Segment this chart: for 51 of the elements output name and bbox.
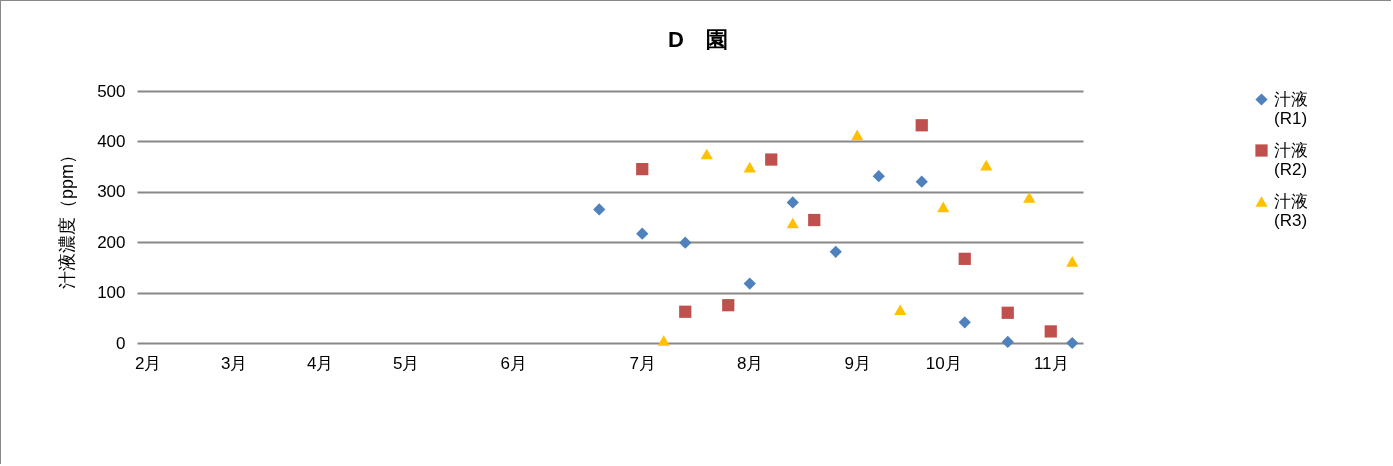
point [722,299,735,312]
point [657,335,670,346]
y-axis-title: 汁液濃度（ppm） [57,145,78,290]
point [829,245,842,258]
point [679,305,692,318]
x-tick-label: 6月 [500,353,527,373]
point [786,217,799,229]
point [765,153,778,166]
point [915,175,928,188]
y-tick-label: 500 [97,81,126,101]
point [1066,336,1079,350]
x-tick-label: 11月 [1033,353,1069,373]
point [958,252,971,265]
point [980,159,993,171]
y-tick-label: 300 [97,182,126,202]
point [937,201,950,213]
point [743,277,756,290]
legend-label: 汁液 (R1) [1274,89,1308,128]
y-tick-label: 0 [116,333,126,353]
point [851,129,864,141]
point [872,170,885,183]
y-tick-label: 100 [97,283,126,303]
point [894,304,907,316]
point [1066,256,1079,267]
point [593,203,606,216]
legend-label: 汁液 (R2) [1274,140,1308,179]
x-tick-label: 2月 [135,353,162,373]
x-tick-label: 10月 [925,353,962,373]
y-tick-label: 200 [97,232,126,252]
point [636,163,649,176]
x-tick-label: 5月 [393,353,420,373]
x-tick-label: 9月 [844,353,871,373]
point [958,316,971,329]
point [700,148,713,160]
x-tick-label: 4月 [307,353,334,373]
x-tick-label: 3月 [221,353,248,373]
chart-title: D 園 [668,27,728,52]
point [1023,192,1036,203]
y-tick-label: 400 [97,131,126,151]
point [915,119,928,132]
point [636,227,649,240]
point [1044,325,1057,338]
point [786,196,799,209]
x-tick-label: 7月 [629,353,656,373]
legend-label: 汁液 (R3) [1274,191,1308,230]
point [808,213,821,227]
x-tick-label: 8月 [737,353,764,373]
point [1001,306,1014,319]
point [743,161,756,173]
point [679,236,692,249]
point [1001,335,1014,349]
